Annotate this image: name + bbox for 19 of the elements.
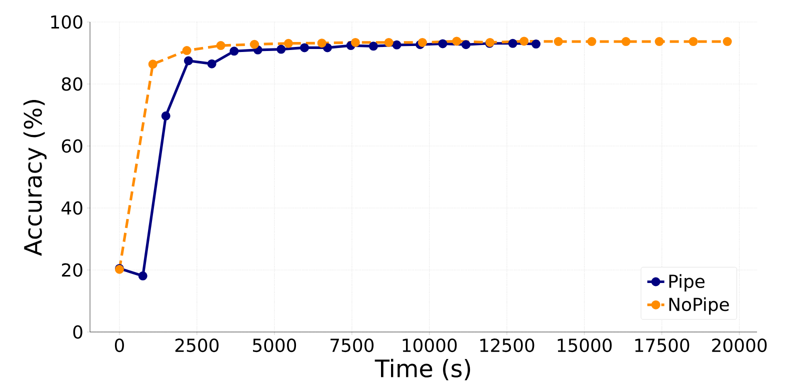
y-tick-label: 40	[62, 201, 82, 215]
x-tick-label: 2500	[175, 338, 219, 352]
y-tick-label: 20	[62, 263, 82, 277]
y-tick-label: 80	[62, 77, 82, 91]
x-axis-title: Time (s)	[374, 358, 470, 380]
x-tick-label: 20000	[712, 338, 767, 352]
y-tick-label: 60	[62, 139, 82, 153]
x-tick-label: 17500	[635, 338, 690, 352]
x-tick-label: 15000	[558, 338, 612, 352]
y-axis-title: Accuracy (%)	[23, 100, 47, 256]
legend-label: NoPipe	[669, 297, 729, 315]
y-tick-label: 100	[51, 15, 82, 29]
x-tick-label: 12500	[480, 338, 534, 352]
x-tick-label: 7500	[330, 338, 374, 352]
x-tick-label: 5000	[252, 338, 296, 352]
x-tick-label: 0	[114, 338, 124, 352]
y-tick-label: 0	[73, 325, 82, 339]
x-tick-label: 10000	[402, 338, 457, 352]
legend-label: Pipe	[669, 274, 704, 292]
